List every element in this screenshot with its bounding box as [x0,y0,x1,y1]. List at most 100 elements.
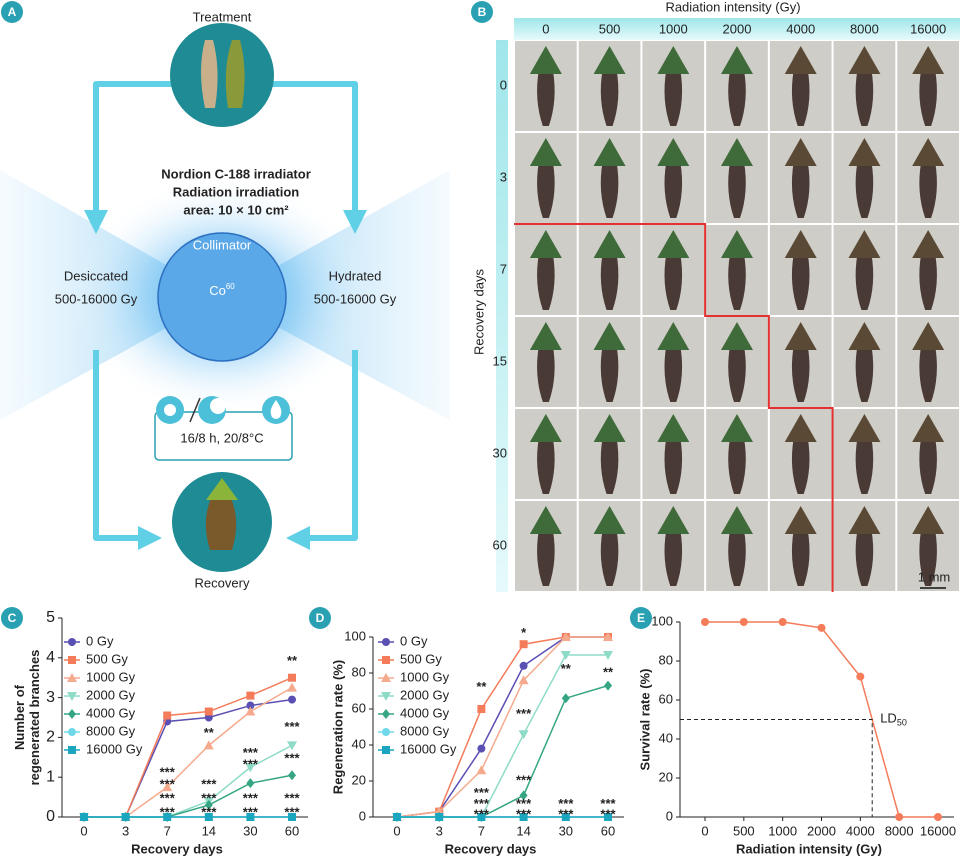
plant-top [657,506,690,534]
y-tick-label: 1 [46,768,55,785]
legend-label: 4000 Gy [400,705,450,720]
plant-top [912,230,945,258]
chart: C 0 1 2 3 4 5 0 3 7 14 30 60 Recovery days Number of re… [1,607,308,856]
marker [435,813,444,821]
plant-top [529,322,562,350]
plant-stem [728,162,746,218]
plant-stem [600,438,619,494]
plant-stem [600,254,619,310]
plant-stem [919,530,937,586]
legend-label: 1000 Gy [400,669,450,684]
marker [519,790,528,801]
plant-stem [919,70,937,126]
legend-label: 500 Gy [400,651,442,666]
column-label: 8000 [850,21,879,36]
significance: *** [243,804,259,819]
y-axis-label: Regeneration rate (%) [330,660,345,794]
water-icon [270,400,282,419]
marker [204,813,213,821]
series-line [396,636,608,818]
panel-letter-badge [630,607,652,629]
threshold-line [680,719,873,817]
legend-label: 2000 Gy [400,687,450,702]
x-tick-label: 500 [733,823,755,838]
plant-stem [537,530,555,586]
marker [817,623,826,632]
y-axis-label: regenerated branches [27,650,42,786]
plant-top [529,506,562,534]
plant-stem [791,438,810,494]
conditions-label: 16/8 h, 20/8°C [180,430,263,445]
legend-label: 8000 Gy [400,723,450,738]
plant-top [721,414,753,442]
x-axis-label: Recovery days [445,841,537,856]
plant-top [848,138,881,166]
plant-top [912,322,945,350]
panel-letter-badge [1,607,23,629]
significance: *** [516,807,532,822]
legend-marker [382,709,390,719]
threshold-label: LD50 [880,711,907,728]
legend-marker [381,673,391,682]
marker [895,813,904,821]
y-axis-label: Number of [12,684,27,750]
plant [205,492,237,550]
plant-stem [919,346,937,402]
legend-marker [68,656,76,664]
legend-marker [67,673,77,682]
x-tick-label: 7 [478,823,485,838]
significance: *** [284,751,300,766]
plant-top [593,506,626,534]
legend-marker [382,638,390,646]
significance: *** [600,807,616,822]
marker [288,813,296,821]
y-tick-label: 60 [659,691,673,706]
row-label: 30 [493,445,507,460]
x-tick-label: 0 [80,823,87,838]
sun-icon [164,404,176,416]
y-tick-label: 80 [352,664,366,679]
series-line [84,774,293,818]
legend-marker [68,709,76,719]
marker [477,705,486,713]
y-tick-label: 80 [659,652,673,667]
plant-stem [600,530,619,586]
legend-marker [68,638,76,646]
marker [246,778,255,789]
plant-stem [919,438,937,494]
plant-top [784,138,817,166]
y-tick-label: 20 [352,772,366,787]
plant-top [784,414,817,442]
plant-top [657,230,690,258]
right-label: 500-16000 Gy [314,291,397,306]
plant-stem [664,346,683,402]
x-tick-label: 60 [285,823,299,838]
legend-marker [382,746,390,754]
marker [287,682,297,692]
plant-stem [537,254,555,310]
legend-marker [382,728,390,736]
row-title: Recovery days [471,269,486,355]
left-label: 500-16000 Gy [55,291,138,306]
x-tick-label: 7 [164,823,171,838]
plant-top [784,322,817,350]
significance: * [521,625,527,640]
plant-stem [791,70,810,126]
significance: *** [160,804,176,819]
y-tick-label: 3 [46,689,55,706]
plant-stem [919,162,937,218]
x-tick-label: 30 [559,823,573,838]
scale-label: 1 mm [918,569,951,584]
separator [189,397,201,423]
column-label: 500 [599,21,621,36]
plant-top [529,414,562,442]
plant-top [529,230,562,258]
significance: *** [201,777,217,792]
column-label: 2000 [723,21,752,36]
marker [287,741,297,751]
y-tick-label: 100 [344,628,366,643]
arrows [84,81,367,550]
significance: *** [243,791,259,806]
y-tick-label: 40 [352,736,366,751]
